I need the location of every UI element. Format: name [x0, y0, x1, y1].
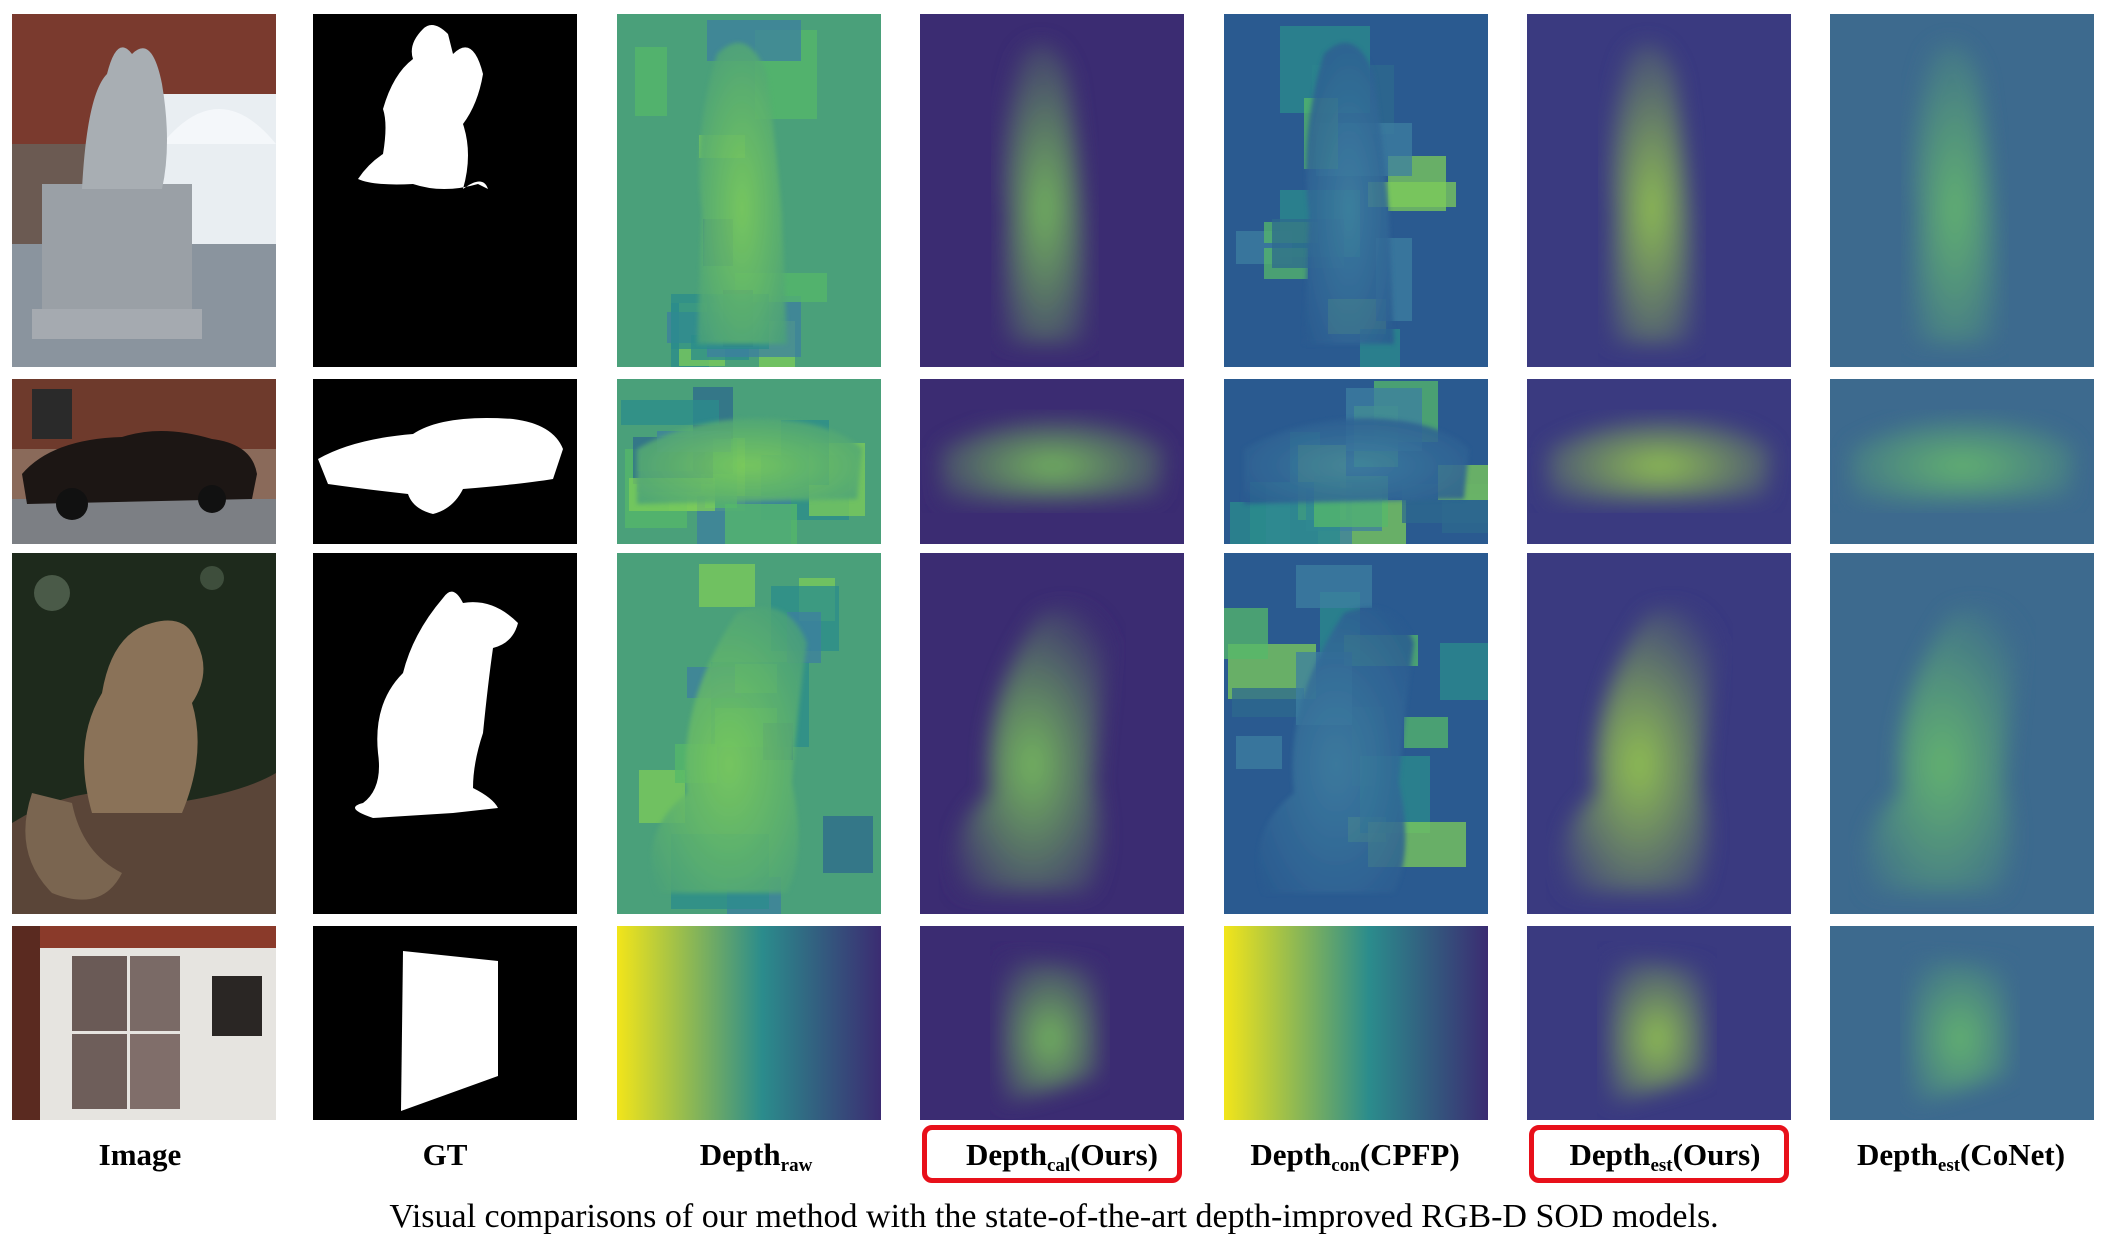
depth-map-depth_con-1	[1224, 379, 1488, 544]
depth-map-depth_est_conet-2	[1830, 553, 2094, 914]
column-label-subscript: cal	[1046, 1155, 1071, 1176]
depth-map-depth_cal-0	[920, 14, 1184, 367]
column-label-text: Depth	[966, 1137, 1047, 1172]
depth-map-depth_cal-2	[920, 553, 1184, 914]
column-label-subscript: est	[1650, 1155, 1673, 1176]
gt-mask-1	[313, 379, 577, 544]
column-label-gt: GT	[295, 1130, 595, 1180]
column-label-suffix: (CoNet)	[1960, 1137, 2066, 1172]
column-label-depth_raw: Depthraw	[606, 1130, 906, 1180]
depth-map-depth_est_conet-1	[1830, 379, 2094, 544]
column-label-suffix: (CPFP)	[1359, 1137, 1460, 1172]
column-label-text: Depth	[1250, 1137, 1332, 1172]
column-label-text: Depth	[1856, 1137, 1938, 1172]
figure-caption: Visual comparisons of our method with th…	[389, 1198, 1719, 1235]
depth-map-depth_est-3	[1527, 926, 1791, 1120]
column-label-depth_est_conet: Depthest(CoNet)	[1811, 1130, 2108, 1180]
highlight-box-depth_cal	[922, 1125, 1182, 1183]
highlight-box-depth_est	[1529, 1125, 1789, 1183]
column-label-depth_con: Depthcon(CPFP)	[1205, 1130, 1505, 1180]
column-label-suffix: (Ours)	[1672, 1137, 1761, 1172]
depth-map-depth_est_conet-3	[1830, 926, 2094, 1120]
depth-map-depth_raw-0	[617, 14, 881, 367]
column-label-subscript: raw	[780, 1155, 813, 1176]
column-label-text: GT	[422, 1137, 468, 1172]
gt-mask-2	[313, 553, 577, 914]
depth-map-depth_con-2	[1224, 553, 1488, 914]
depth-map-depth_est-1	[1527, 379, 1791, 544]
column-label-text: Depth	[1569, 1137, 1651, 1172]
input-image-2	[12, 553, 276, 914]
gt-mask-3	[313, 926, 577, 1120]
depth-map-depth_con-0	[1224, 14, 1488, 367]
column-label-text: Depth	[699, 1137, 781, 1172]
column-label-depth_est: Depthest(Ours)	[1515, 1130, 1815, 1180]
column-label-suffix: (Ours)	[1070, 1137, 1158, 1172]
input-image-3	[12, 926, 276, 1120]
column-label-subscript: est	[1937, 1155, 1961, 1176]
depth-map-depth_cal-1	[920, 379, 1184, 544]
column-label-text: Image	[98, 1137, 182, 1172]
depth-map-depth_con-3	[1224, 926, 1488, 1120]
column-label-image: Image	[0, 1130, 290, 1180]
depth-map-depth_raw-1	[617, 379, 881, 544]
depth-map-depth_raw-3	[617, 926, 881, 1120]
gt-mask-0	[313, 14, 577, 367]
depth-map-depth_est-0	[1527, 14, 1791, 367]
depth-map-depth_cal-3	[920, 926, 1184, 1120]
depth-map-depth_raw-2	[617, 553, 881, 914]
column-label-subscript: con	[1331, 1155, 1360, 1176]
depth-map-depth_est_conet-0	[1830, 14, 2094, 367]
input-image-0	[12, 14, 276, 367]
column-label-depth_cal: Depthcal(Ours)	[912, 1130, 1212, 1180]
input-image-1	[12, 379, 276, 544]
depth-map-depth_est-2	[1527, 553, 1791, 914]
